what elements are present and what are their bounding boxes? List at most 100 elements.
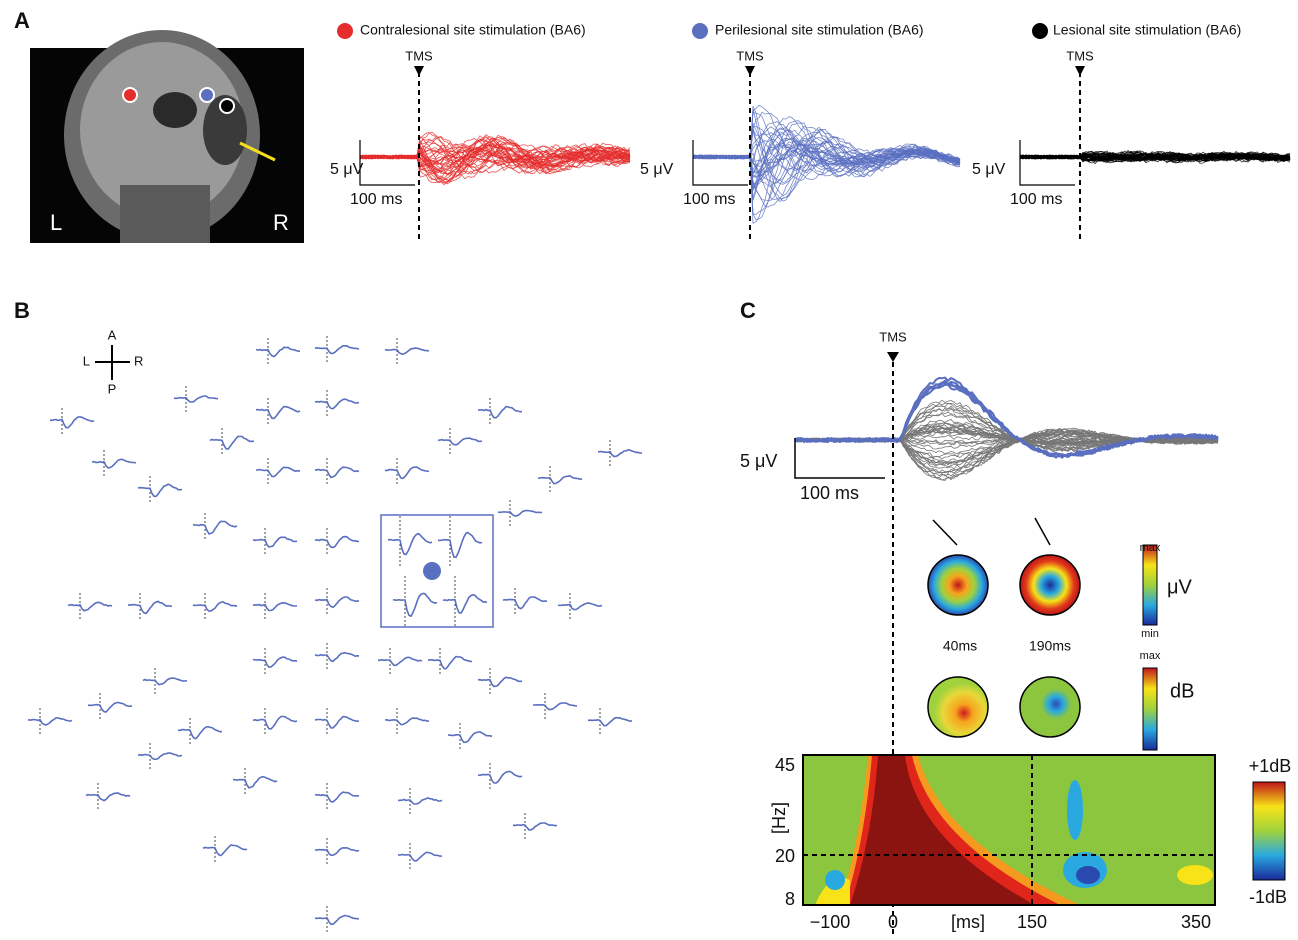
eeg-trace (314, 846, 360, 856)
eeg-trace (252, 715, 298, 730)
y-unit: [Hz] (769, 802, 789, 834)
eeg-trace (512, 822, 557, 831)
eeg-trace (314, 715, 360, 729)
eeg-trace (252, 536, 298, 548)
scale-amplitude: 5 μV (740, 451, 777, 471)
eeg-trace (137, 483, 183, 498)
scale-time: 100 ms (1010, 191, 1062, 208)
colorbar-max: max (1140, 650, 1161, 662)
eeg-trace (442, 593, 488, 614)
eeg-trace (794, 383, 1219, 458)
x-unit: [ms] (951, 912, 985, 932)
eeg-trace (85, 792, 131, 802)
eeg-trace (252, 656, 298, 669)
topo-time: 190ms (1029, 638, 1071, 654)
eeg-trace (397, 851, 443, 862)
eeg-trace (384, 347, 430, 356)
compass (95, 345, 130, 380)
eeg-trace (314, 466, 360, 479)
mri-brain (80, 42, 244, 218)
colorbar-min: min (1141, 628, 1159, 640)
eeg-trace (437, 531, 483, 559)
tms-marker (887, 352, 899, 362)
eeg-trace (314, 651, 360, 663)
colorbar-unit: dB (1170, 680, 1194, 702)
eeg-trace (314, 914, 360, 925)
x-label: 0 (888, 912, 898, 932)
panel-label: B (14, 298, 30, 323)
colorbar-min: -1dB (1249, 887, 1287, 907)
eeg-trace (137, 752, 183, 761)
eeg-trace (477, 770, 523, 784)
eeg-trace (692, 135, 961, 187)
colorbar (1252, 781, 1286, 881)
scale-bar (1019, 140, 1075, 186)
legend-marker (337, 23, 353, 39)
eeg-trace (384, 717, 430, 726)
x-label: 350 (1181, 912, 1211, 932)
eeg-trace (314, 535, 360, 549)
eeg-trace (497, 509, 543, 517)
eeg-trace (692, 111, 961, 182)
lesion-arrow (239, 141, 276, 162)
site-marker (122, 87, 138, 103)
eeg-trace (1019, 151, 1291, 163)
eeg-trace (128, 600, 173, 615)
topomap (927, 554, 1081, 738)
eeg-trace (598, 448, 643, 458)
scale-amplitude: 5 μV (330, 161, 364, 178)
eeg-trace (587, 716, 633, 727)
eeg-trace (252, 601, 297, 612)
eeg-trace (233, 775, 278, 789)
topo-time: 40ms (943, 638, 977, 654)
tms-label: TMS (1066, 48, 1094, 63)
eeg-trace (384, 466, 430, 480)
x-label: −100 (810, 912, 851, 932)
eeg-trace (477, 676, 523, 688)
eeg-trace (255, 346, 301, 358)
eeg-trace (314, 398, 360, 410)
panel-label: C (740, 298, 756, 323)
arrow (1034, 517, 1051, 546)
y-label: 45 (775, 755, 795, 775)
eeg-trace (49, 416, 95, 429)
mri-right: R (273, 210, 289, 235)
eeg-trace (377, 656, 423, 667)
legend-label: Lesional site stimulation (BA6) (1053, 22, 1241, 38)
compass-label: L (83, 353, 90, 368)
eeg-trace (533, 702, 578, 711)
tms-marker (414, 66, 424, 76)
legend-label: Perilesional site stimulation (BA6) (715, 22, 924, 38)
site-marker (423, 562, 441, 580)
mri-left: L (50, 210, 62, 235)
eeg-trace (437, 437, 483, 446)
eeg-trace (209, 435, 254, 450)
eeg-trace (314, 344, 360, 355)
eeg-trace (255, 466, 301, 478)
compass-label: R (134, 353, 143, 368)
scale-bar (794, 438, 885, 479)
eeg-trace (87, 701, 132, 713)
site-marker (199, 87, 215, 103)
colorbar (1142, 544, 1158, 626)
eeg-trace (392, 592, 438, 618)
tms-label: TMS (405, 48, 433, 63)
eeg-trace (427, 655, 473, 670)
legend-label: Contralesional site stimulation (BA6) (360, 22, 586, 38)
colorbar-max: +1dB (1249, 756, 1292, 776)
spectrogram (802, 754, 1216, 906)
site-box (380, 514, 494, 628)
legend-marker (1032, 23, 1048, 39)
eeg-trace (142, 677, 188, 686)
scale-amplitude: 5 μV (640, 161, 674, 178)
eeg-trace (359, 135, 631, 184)
eeg-trace (177, 725, 223, 740)
scale-time: 100 ms (350, 191, 402, 208)
colorbar-unit: μV (1167, 576, 1193, 598)
eeg-trace (557, 602, 603, 611)
site-marker (219, 98, 235, 114)
eeg-trace (692, 121, 961, 175)
eeg-trace (1019, 150, 1291, 164)
compass-label: A (108, 327, 117, 342)
